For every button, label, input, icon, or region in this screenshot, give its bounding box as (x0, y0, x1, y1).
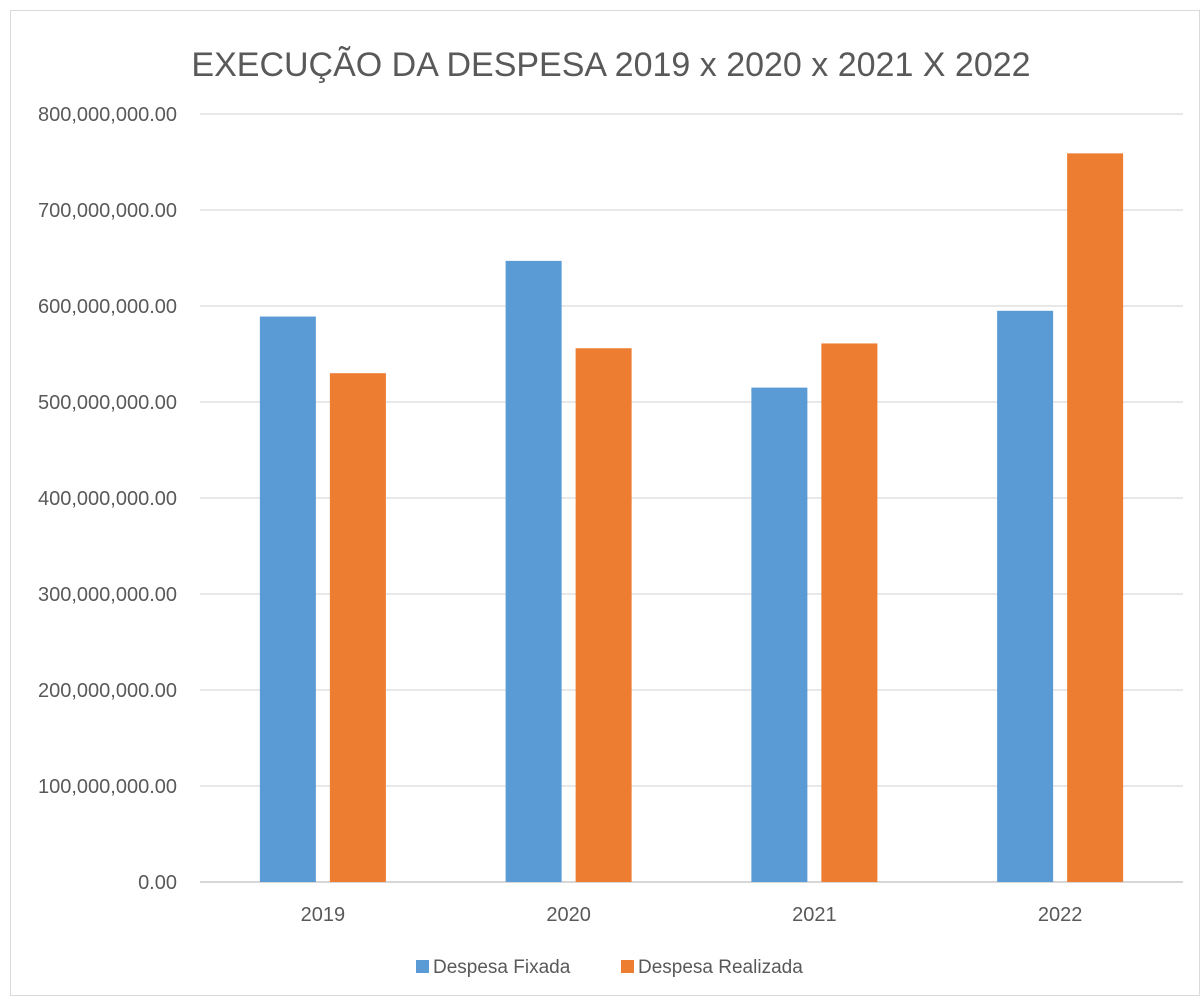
bar-2021-fixada (751, 387, 808, 882)
chart-title: EXECUÇÃO DA DESPESA 2019 x 2020 x 2021 X… (191, 46, 1030, 84)
x-tick-label: 2021 (792, 904, 837, 926)
x-tick-label: 2022 (1038, 904, 1083, 926)
y-tick-label: 300,000,000.00 (38, 584, 177, 606)
y-tick-label: 0.00 (138, 872, 177, 894)
legend-label-realizada: Despesa Realizada (638, 957, 803, 978)
legend-label-fixada: Despesa Fixada (433, 957, 571, 978)
bar-2019-fixada (259, 316, 316, 882)
y-tick-label: 500,000,000.00 (38, 392, 177, 414)
bar-2020-fixada (505, 260, 562, 882)
bars (259, 153, 1124, 883)
y-tick-label: 400,000,000.00 (38, 488, 177, 510)
x-axis-ticks: 2019 2020 2021 2022 (301, 904, 1083, 926)
y-tick-label: 800,000,000.00 (38, 104, 177, 126)
x-tick-label: 2019 (301, 904, 346, 926)
bar-2019-realizada (329, 373, 386, 882)
x-tick-label: 2020 (546, 904, 591, 926)
legend: Despesa Fixada Despesa Realizada (416, 957, 803, 978)
bar-2022-fixada (997, 310, 1054, 882)
legend-swatch-realizada (621, 960, 634, 973)
y-tick-label: 600,000,000.00 (38, 296, 177, 318)
bar-2022-realizada (1067, 153, 1124, 883)
legend-swatch-fixada (416, 960, 429, 973)
bar-2020-realizada (575, 348, 632, 882)
y-axis-ticks: 0.00 100,000,000.00 200,000,000.00 300,000,… (38, 104, 177, 894)
y-tick-label: 100,000,000.00 (38, 776, 177, 798)
y-tick-label: 700,000,000.00 (38, 200, 177, 222)
y-tick-label: 200,000,000.00 (38, 680, 177, 702)
bar-2021-realizada (821, 343, 878, 882)
